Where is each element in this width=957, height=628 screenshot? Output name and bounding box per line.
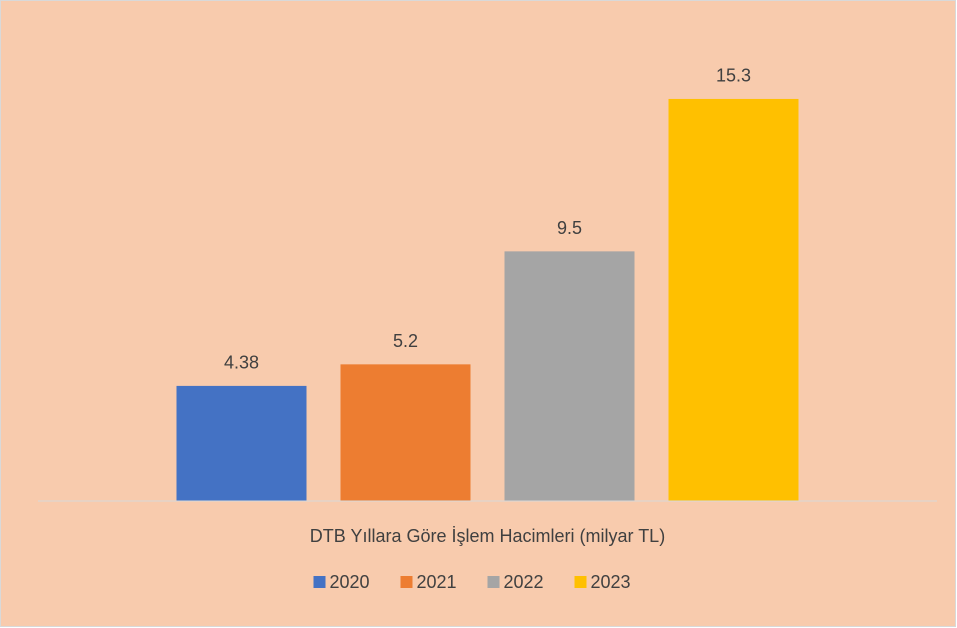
- legend-swatch: [487, 576, 500, 588]
- x-tick-label: DTB Yıllara Göre İşlem Hacimleri (milyar…: [310, 526, 665, 546]
- legend-label: 2021: [417, 572, 457, 592]
- legend-swatch: [574, 576, 587, 588]
- data-label: 9.5: [557, 218, 582, 238]
- bar: [504, 251, 635, 501]
- data-label: 15.3: [716, 66, 751, 86]
- data-label: 5.2: [393, 331, 418, 351]
- legend-swatch: [313, 576, 326, 588]
- bar: [668, 98, 799, 501]
- legend-label: 2020: [330, 572, 370, 592]
- legend-label: 2023: [591, 572, 631, 592]
- bar: [340, 364, 471, 501]
- legend-swatch: [400, 576, 413, 588]
- bar: [176, 385, 307, 501]
- legend-label: 2022: [504, 572, 544, 592]
- data-label: 4.38: [224, 353, 259, 373]
